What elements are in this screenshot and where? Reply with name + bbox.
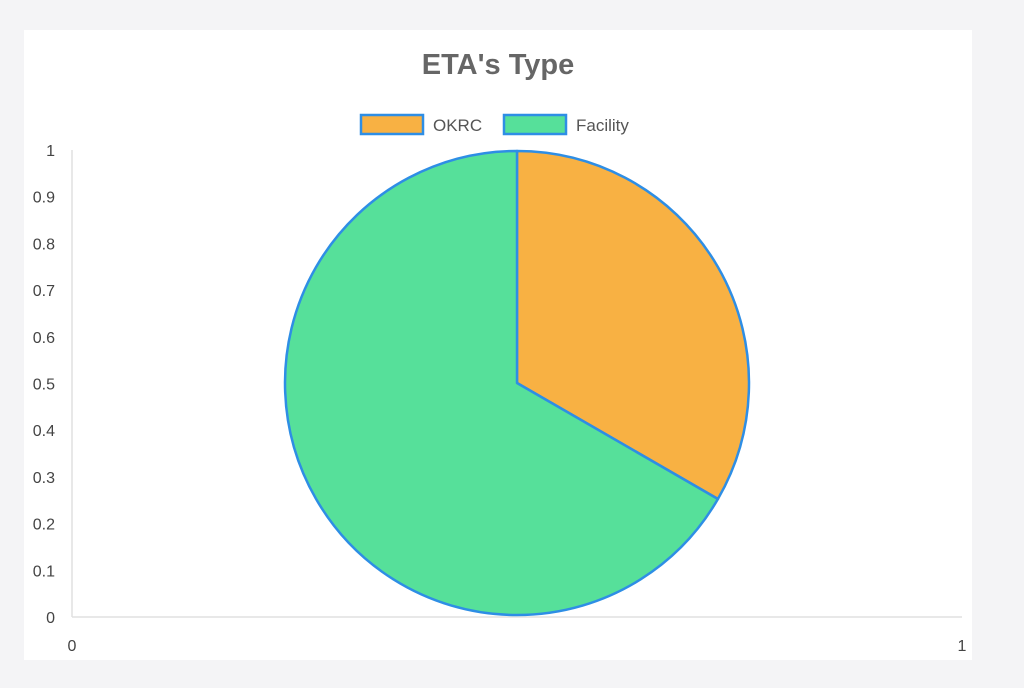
legend-swatch-okrc[interactable] [359,113,425,136]
legend-swatch-facility[interactable] [502,113,568,136]
pie-slices [283,149,751,617]
x-tick-label: 1 [958,638,967,655]
y-tick-label: 0.7 [33,283,55,300]
legend-label-facility: Facility [576,116,629,135]
legend: OKRC Facility [359,113,629,136]
y-tick-label: 0.6 [33,330,55,347]
y-tick-label: 1 [46,143,55,160]
y-tick-label: 0.4 [33,423,55,440]
y-axis-ticks: 0 0.1 0.2 0.3 0.4 0.5 0.6 0.7 0.8 0.9 1 [33,143,55,627]
chart-title: ETA's Type [422,49,574,81]
y-tick-label: 0.2 [33,517,55,534]
y-tick-label: 0.8 [33,236,55,253]
pie-slice-okrc[interactable] [515,149,751,501]
y-tick-label: 0.3 [33,470,55,487]
pie-slice-facility[interactable] [283,149,720,617]
y-tick-label: 0.5 [33,377,55,394]
y-tick-label: 0 [46,610,55,627]
x-tick-label: 0 [68,638,77,655]
legend-label-okrc: OKRC [433,116,482,135]
y-tick-label: 0.9 [33,190,55,207]
y-tick-label: 0.1 [33,563,55,580]
